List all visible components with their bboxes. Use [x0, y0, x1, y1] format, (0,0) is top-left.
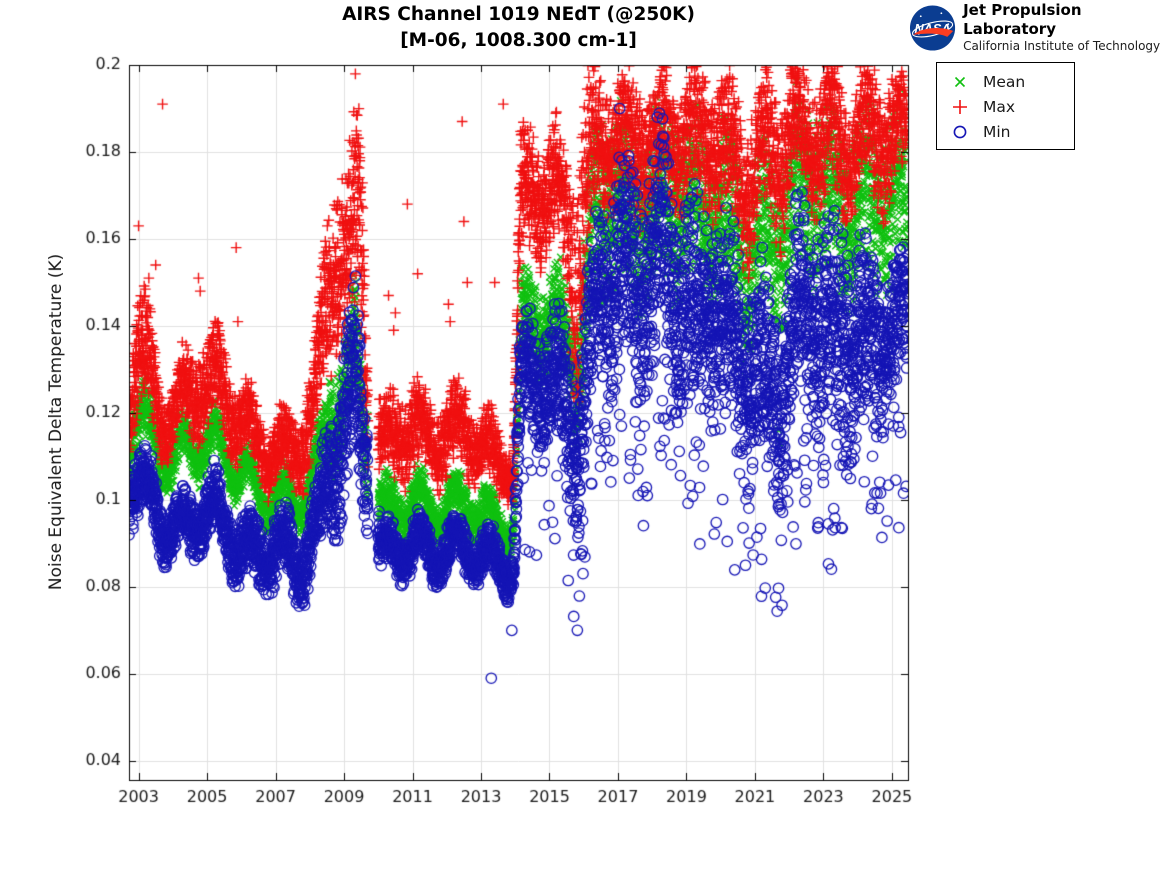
legend-item-mean: Mean [937, 69, 1074, 94]
chart-title-line1: AIRS Channel 1019 NEdT (@250K) [342, 4, 695, 25]
nasa-meatball-icon: NASA [909, 4, 956, 51]
chart-title: AIRS Channel 1019 NEdT (@250K) [M-06, 10… [129, 2, 908, 54]
jpl-logo-text: Jet Propulsion Laboratory California Ins… [963, 1, 1167, 54]
mean-x-marker-icon [937, 74, 983, 90]
jpl-logo-name: Jet Propulsion Laboratory [963, 1, 1082, 38]
legend-label-max: Max [983, 97, 1016, 116]
max-plus-marker-icon [937, 98, 983, 116]
legend-label-min: Min [983, 122, 1011, 141]
legend-item-min: Min [937, 119, 1074, 144]
chart-title-line2: [M-06, 1008.300 cm-1] [400, 30, 637, 51]
jpl-logo: NASA Jet Propulsion Laboratory Californi… [909, 1, 1167, 54]
min-circle-marker-icon [937, 124, 983, 140]
jpl-logo-subtitle: California Institute of Technology [963, 39, 1161, 53]
legend-item-max: Max [937, 94, 1074, 119]
y-axis-label: Noise Equivalent Delta Temperature (K) [46, 253, 66, 591]
legend-label-mean: Mean [983, 72, 1026, 91]
legend-box: Mean Max Min [936, 62, 1075, 150]
